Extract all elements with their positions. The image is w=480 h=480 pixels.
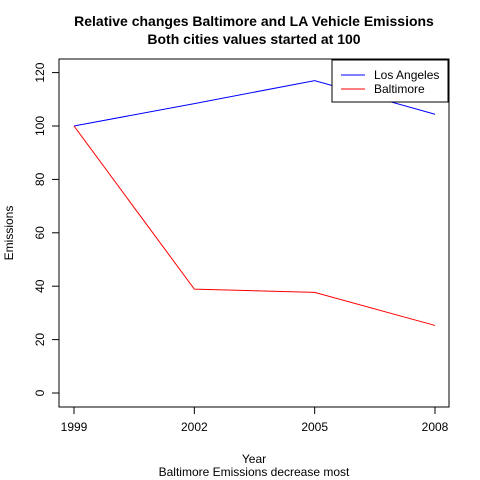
x-tick-label: 2002 <box>181 420 208 434</box>
x-tick-label: 2008 <box>422 420 449 434</box>
chart-title: Relative changes Baltimore and LA Vehicl… <box>74 13 434 29</box>
chart-subtitle: Both cities values started at 100 <box>147 31 360 47</box>
y-tick-label: 60 <box>33 226 47 240</box>
y-axis-label: Emissions <box>2 206 16 261</box>
series-layer <box>73 80 436 326</box>
x-tick-label: 2005 <box>301 420 328 434</box>
chart-caption: Baltimore Emissions decrease most <box>159 465 350 479</box>
legend-box <box>331 59 449 103</box>
legend-label-baltimore: Baltimore <box>374 82 425 96</box>
x-axis-label: Year <box>242 452 266 466</box>
y-tick-label: 0 <box>33 389 47 396</box>
y-tick-label: 100 <box>33 116 47 136</box>
plot-area-frame <box>58 58 450 408</box>
series-line-baltimore <box>73 125 436 326</box>
legend: Los Angeles Baltimore <box>331 59 449 103</box>
y-tick-label: 80 <box>33 172 47 186</box>
x-axis: 1999 2002 2005 2008 <box>61 406 449 434</box>
y-tick-label: 20 <box>33 333 47 347</box>
y-axis: 0 20 40 60 80 100 120 <box>33 62 60 396</box>
legend-label-los-angeles: Los Angeles <box>374 68 439 82</box>
x-tick-label: 1999 <box>61 420 88 434</box>
y-tick-label: 40 <box>33 279 47 293</box>
y-tick-label: 120 <box>33 62 47 82</box>
